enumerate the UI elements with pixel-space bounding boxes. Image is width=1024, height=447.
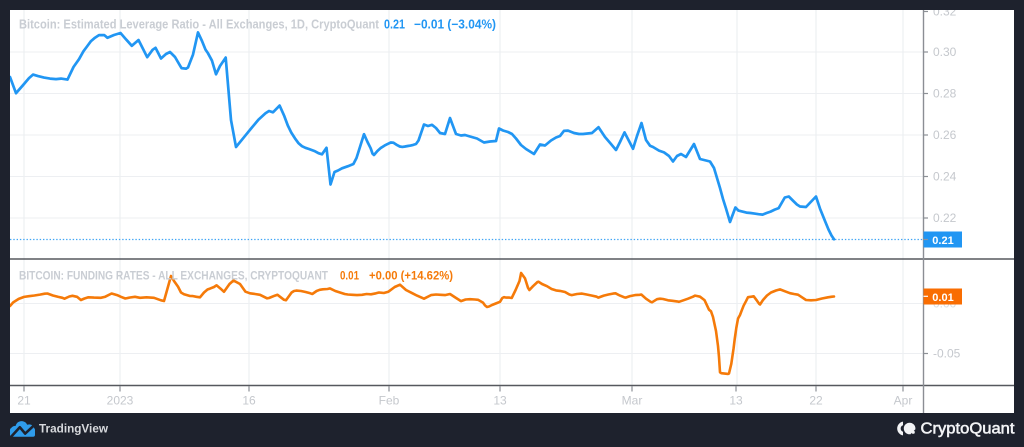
svg-text:-0.05: -0.05 (933, 347, 961, 361)
svg-text:13: 13 (729, 394, 743, 408)
svg-text:+0.00 (+14.62%): +0.00 (+14.62%) (369, 269, 453, 283)
svg-text:0.28: 0.28 (933, 87, 957, 101)
svg-text:−0.01 (−3.04%): −0.01 (−3.04%) (414, 18, 496, 32)
svg-text:22: 22 (809, 394, 823, 408)
svg-text:16: 16 (242, 394, 256, 408)
svg-text:0.24: 0.24 (933, 170, 957, 184)
svg-text:0.30: 0.30 (933, 45, 957, 59)
svg-text:13: 13 (493, 394, 507, 408)
svg-text:BITCOIN: FUNDING RATES - ALL E: BITCOIN: FUNDING RATES - ALL EXCHANGES, … (19, 269, 329, 283)
svg-text:0.01: 0.01 (932, 292, 953, 304)
svg-text:21: 21 (17, 394, 31, 408)
svg-text:TradingView: TradingView (39, 422, 109, 436)
svg-text:CryptoQuant: CryptoQuant (921, 421, 1016, 438)
svg-text:0.01: 0.01 (340, 269, 359, 283)
svg-text:Feb: Feb (379, 394, 400, 408)
svg-text:Apr: Apr (894, 394, 913, 408)
svg-text:Mar: Mar (622, 394, 643, 408)
svg-text:0.22: 0.22 (933, 211, 957, 225)
svg-text:Bitcoin: Estimated Leverage Ra: Bitcoin: Estimated Leverage Ratio - All … (19, 18, 380, 32)
svg-text:2023: 2023 (107, 394, 134, 408)
svg-text:0.26: 0.26 (933, 128, 957, 142)
svg-text:0.21: 0.21 (932, 235, 953, 247)
svg-text:0.21: 0.21 (384, 18, 405, 32)
